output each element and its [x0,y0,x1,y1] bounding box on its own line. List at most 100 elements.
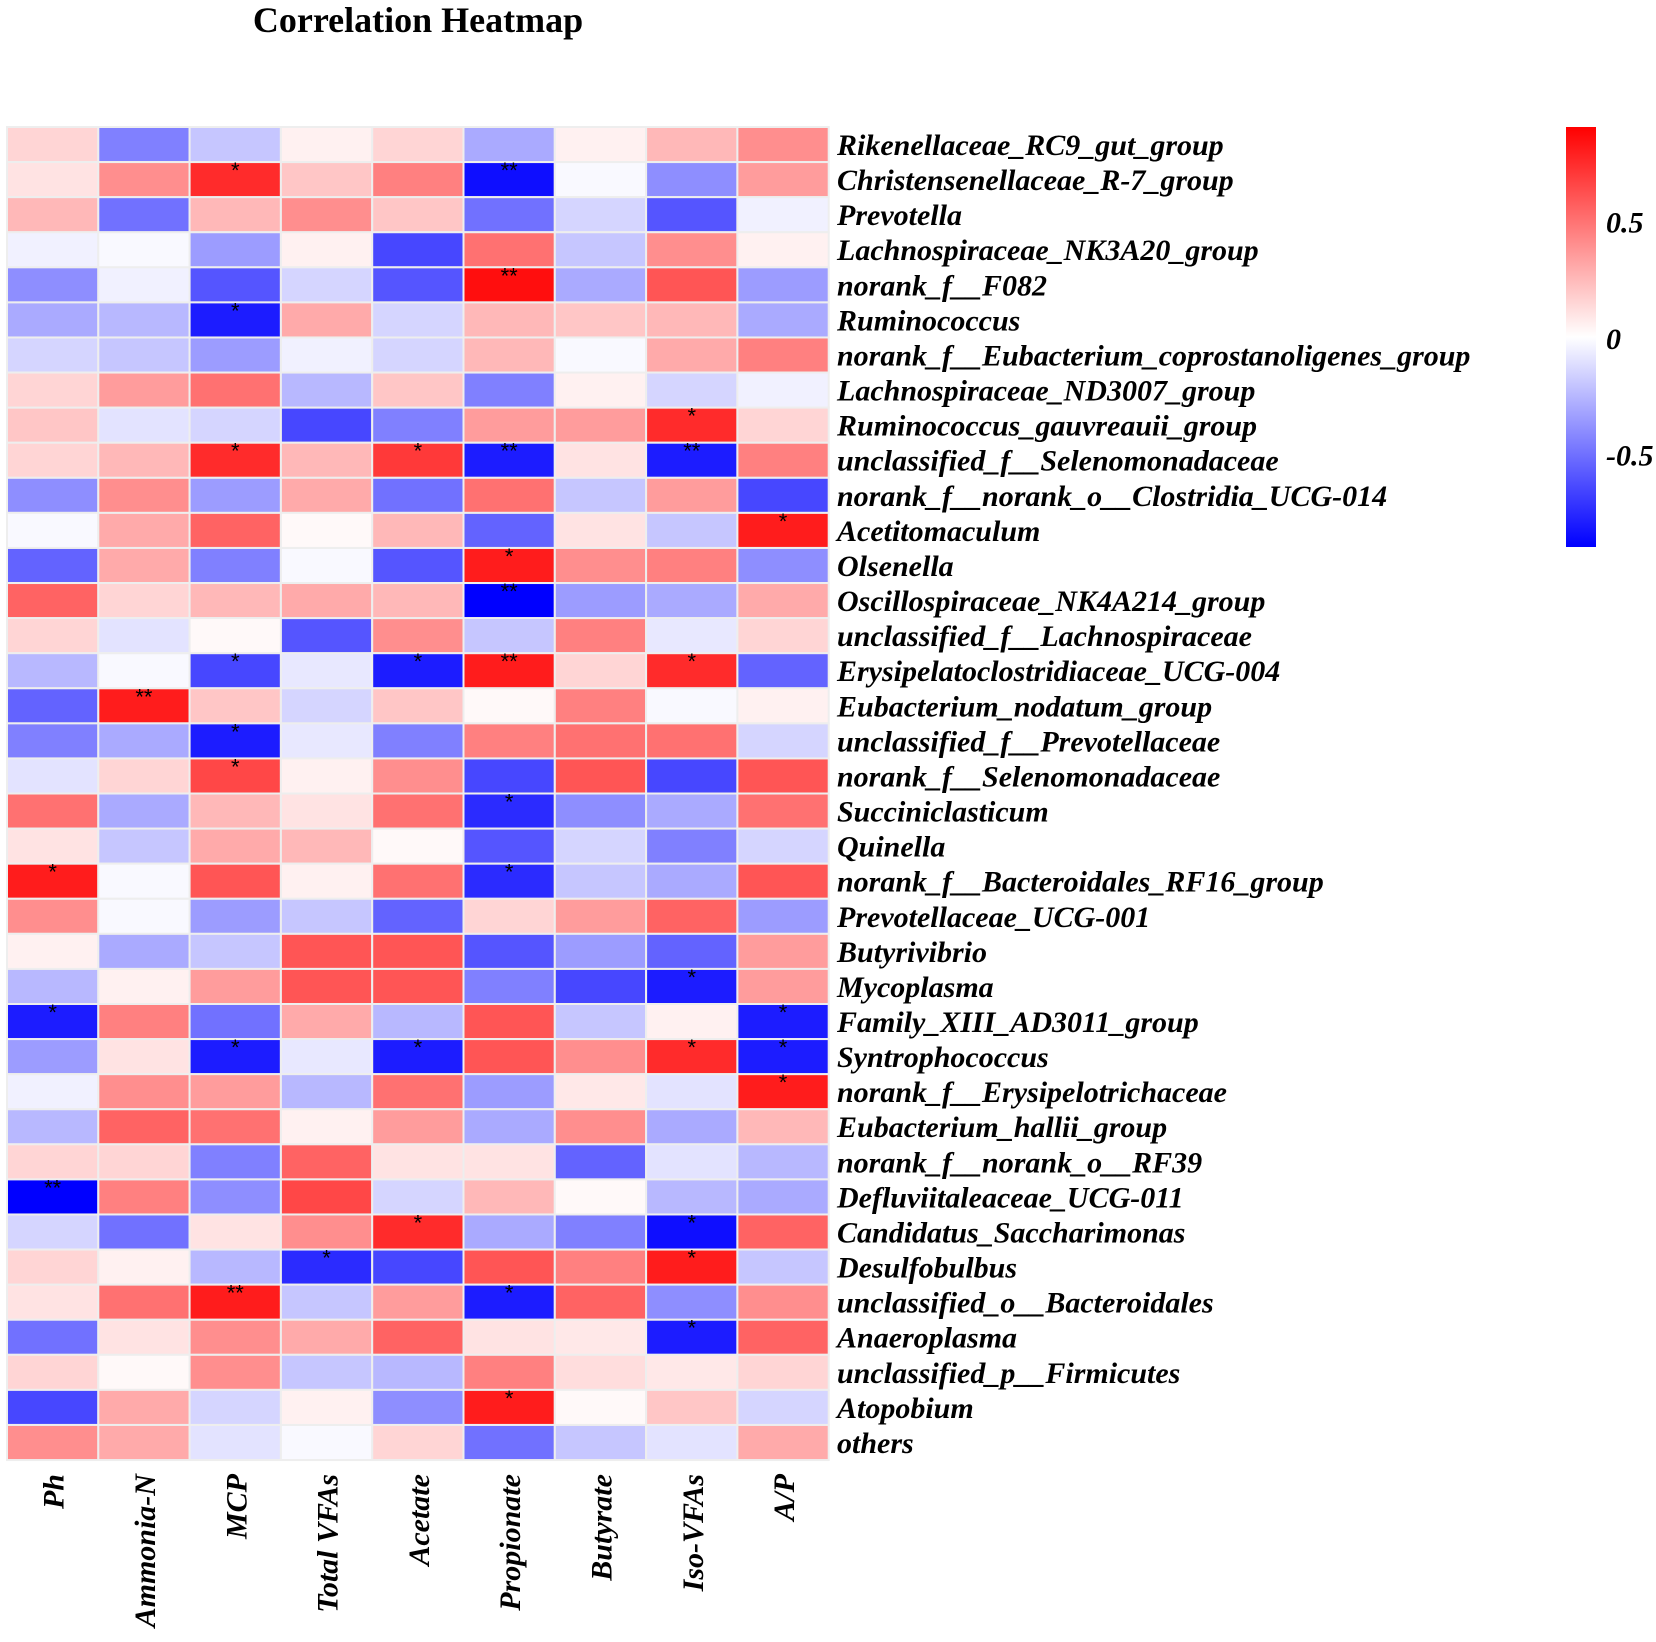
heatmap-cell [462,827,556,865]
row-label: Lachnospiraceae_NK3A20_group [836,234,1259,267]
row-label: Eubacterium_nodatum_group [836,690,1212,723]
row-label: Erysipelatoclostridiaceae_UCG-004 [836,655,1280,688]
colorbar-tick-label: 0.5 [1606,206,1644,239]
heatmap-cell [645,231,739,269]
significance-marker: * [322,1246,331,1271]
row-label: unclassified_p__Firmicutes [837,1357,1180,1390]
heatmap-cell [279,1073,374,1111]
heatmap-cell [188,196,282,234]
row-label: unclassified_o__Bacteroidales [837,1287,1214,1320]
significance-marker: * [687,965,696,990]
heatmap-cell [553,406,648,444]
heatmap-cell [279,301,374,339]
significance-marker: ** [683,439,701,464]
heatmap-cell [6,1318,100,1356]
heatmap-cell [645,687,739,725]
heatmap-cell [371,897,465,935]
heatmap-cell [6,897,100,935]
heatmap-cell [371,231,465,269]
heatmap-cell [6,371,100,409]
heatmap-cell [279,126,374,164]
row-label: Prevotellaceae_UCG-001 [836,901,1150,934]
heatmap-cell [736,126,830,164]
heatmap-cells [6,126,830,1462]
heatmap-cell [188,897,282,935]
row-label: unclassified_f__Lachnospiraceae [837,620,1252,653]
heatmap-cell [462,336,556,374]
heatmap-cell [97,231,191,269]
heatmap-cell [279,546,374,585]
heatmap-cell [736,617,830,655]
significance-marker: * [687,649,696,674]
heatmap-cell [188,546,282,585]
heatmap-cell [736,1108,830,1146]
heatmap-cell [97,546,191,585]
heatmap-cell [645,161,739,199]
heatmap-cell [97,1073,191,1111]
heatmap-cell [736,827,830,865]
heatmap-cell [188,231,282,269]
heatmap-cell [736,476,830,514]
heatmap-cell [279,1353,374,1391]
heatmap-cell [279,1003,374,1041]
heatmap-cell [97,1318,191,1356]
heatmap-cell [645,617,739,655]
significance-marker: ** [501,579,519,604]
heatmap-cell [6,827,100,865]
heatmap-cell [736,862,830,900]
significance-marker: * [231,719,240,744]
heatmap-cell [645,196,739,234]
significance-marker: * [687,1210,696,1235]
heatmap-cell [645,1423,739,1462]
significance-marker: * [48,1000,57,1025]
row-label: norank_f__Selenomonadaceae [837,760,1220,793]
heatmap-cell [553,687,648,725]
heatmap-cell [371,1073,465,1111]
heatmap-cell [188,441,282,479]
heatmap-cell [188,1143,282,1181]
heatmap-cell [371,722,465,760]
row-label: Christensenellaceae_R-7_group [837,164,1234,197]
heatmap-cell [462,792,556,830]
heatmap-cell [279,757,374,795]
row-label: Family_XIII_AD3011_group [836,1006,1199,1039]
heatmap-cell [371,1353,465,1391]
colorbar-tick-label: 0 [1606,323,1621,356]
heatmap-cell [188,967,282,1005]
heatmap-cell [553,967,648,1005]
heatmap-cell [97,617,191,655]
row-label: others [837,1427,914,1460]
heatmap-cell [462,932,556,970]
significance-marker: ** [227,1281,245,1306]
heatmap-cell [6,161,100,199]
heatmap-cell [736,336,830,374]
heatmap-cell [188,1353,282,1391]
heatmap-cell [97,161,191,199]
heatmap-cell [371,1178,465,1216]
heatmap-cell [188,617,282,655]
heatmap-cell [97,687,191,725]
heatmap-cell [97,757,191,795]
heatmap-cell [97,652,191,690]
heatmap-cell [188,1213,282,1251]
heatmap-cell [553,1003,648,1041]
heatmap-cell [188,1073,282,1111]
heatmap-cell [279,1388,374,1426]
heatmap-cell [6,932,100,970]
significance-marker: * [687,1035,696,1060]
heatmap-cell [188,1423,282,1462]
column-label: Butyrate [585,1474,618,1582]
heatmap-cell [645,1143,739,1181]
significance-marker: ** [501,649,519,674]
heatmap-cell [736,1213,830,1251]
heatmap-cell [371,266,465,304]
heatmap-cell [6,546,100,585]
heatmap-cell [462,897,556,935]
heatmap-cell [736,266,830,304]
heatmap-cell [645,336,739,374]
heatmap-cell [6,441,100,479]
heatmap-cell [736,1353,830,1391]
row-label: norank_f__norank_o__Clostridia_UCG-014 [837,480,1387,513]
heatmap-cell [553,1353,648,1391]
heatmap-cell [188,126,282,164]
